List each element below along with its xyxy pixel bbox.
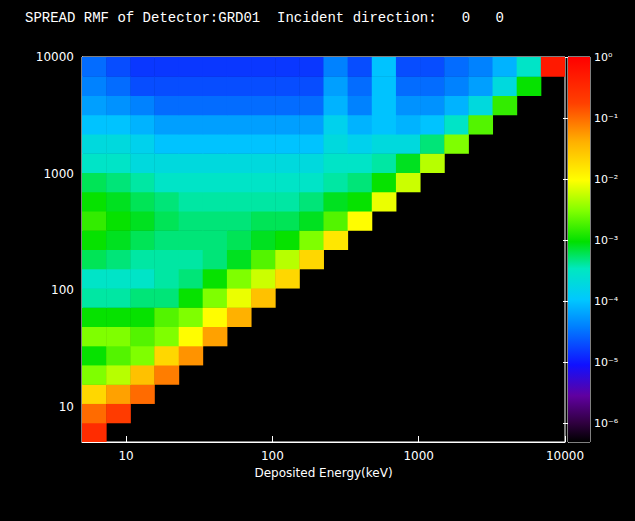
svg-text:10000: 10000 xyxy=(546,449,584,463)
svg-text:10000: 10000 xyxy=(36,50,74,64)
svg-text:SPREAD RMF of Detector:GRD01: SPREAD RMF of Detector:GRD01 Incident di… xyxy=(25,10,504,26)
svg-text:10: 10 xyxy=(59,400,74,414)
svg-text:10⁻¹: 10⁻¹ xyxy=(594,112,618,125)
svg-text:10⁻⁵: 10⁻⁵ xyxy=(594,356,618,369)
svg-text:10⁻⁶: 10⁻⁶ xyxy=(594,417,619,430)
svg-text:10⁰: 10⁰ xyxy=(594,51,613,64)
svg-text:1000: 1000 xyxy=(43,167,74,181)
svg-text:10⁻⁴: 10⁻⁴ xyxy=(594,295,619,308)
svg-text:10: 10 xyxy=(118,449,133,463)
svg-text:10⁻²: 10⁻² xyxy=(594,173,618,186)
svg-text:10⁻³: 10⁻³ xyxy=(594,234,618,247)
svg-text:1000: 1000 xyxy=(403,449,434,463)
svg-text:100: 100 xyxy=(261,449,284,463)
svg-text:100: 100 xyxy=(51,283,74,297)
svg-text:Deposited Energy(keV): Deposited Energy(keV) xyxy=(254,466,392,480)
